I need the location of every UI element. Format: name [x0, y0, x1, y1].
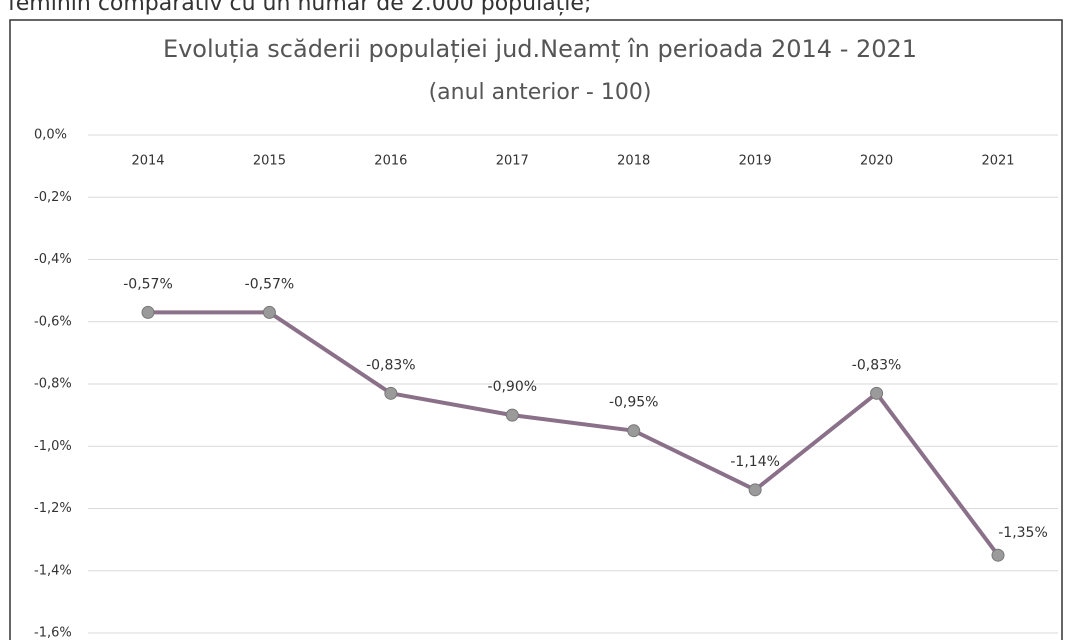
- data-label: -0,83%: [366, 357, 416, 373]
- data-label: -1,14%: [730, 454, 780, 470]
- y-tick-label: -1,6%: [34, 626, 72, 640]
- y-tick-label: -0,6%: [34, 314, 72, 329]
- data-label: -0,83%: [852, 357, 902, 373]
- data-label: -0,95%: [609, 395, 659, 411]
- y-tick-label: -1,2%: [34, 501, 72, 516]
- marker: [505, 408, 519, 422]
- data-label: -0,57%: [245, 276, 295, 292]
- series-line: [148, 310, 1000, 557]
- marker: [384, 386, 398, 400]
- marker: [870, 386, 884, 400]
- marker: [141, 305, 155, 319]
- x-tick-label: 2016: [374, 154, 407, 169]
- x-tick-label: 2015: [253, 154, 286, 169]
- marker: [748, 483, 762, 497]
- data-label: -1,35%: [998, 525, 1048, 541]
- page-text: feminin comparativ cu un număr de 2.000 …: [8, 0, 591, 16]
- chart-subtitle: (anul anterior - 100): [429, 80, 652, 105]
- marker: [991, 548, 1005, 562]
- x-tick-label: 2019: [739, 154, 772, 169]
- marker: [627, 424, 641, 438]
- chart-title: Evoluția scăderii populației jud.Neamț î…: [163, 35, 917, 63]
- chart-border: [9, 19, 1063, 640]
- marker: [262, 305, 276, 319]
- y-tick-label: -0,2%: [34, 190, 72, 205]
- y-tick-label: -0,4%: [34, 252, 72, 267]
- x-tick-label: 2020: [860, 154, 893, 169]
- y-tick-label: -1,4%: [34, 563, 72, 578]
- data-label: -0,57%: [123, 276, 173, 292]
- x-tick-label: 2021: [981, 154, 1014, 169]
- y-tick-label: 0,0%: [34, 128, 67, 143]
- x-tick-label: 2018: [617, 154, 650, 169]
- x-tick-label: 2017: [496, 154, 529, 169]
- y-tick-label: -0,8%: [34, 377, 72, 392]
- data-label: -0,90%: [488, 379, 538, 395]
- y-tick-label: -1,0%: [34, 439, 72, 454]
- x-tick-label: 2014: [131, 154, 164, 169]
